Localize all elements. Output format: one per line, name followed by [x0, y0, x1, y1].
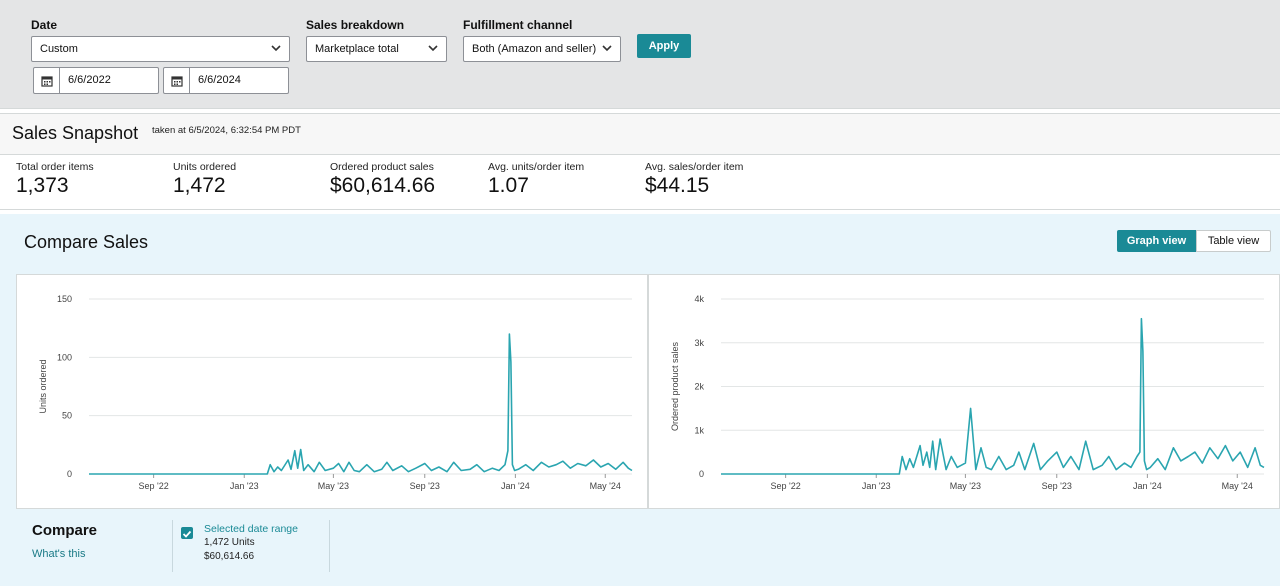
- units-ordered-chart-panel: 0 50 100 150 Sep '22 Jan '23 May '23 Sep '23 Jan…: [16, 274, 648, 509]
- sales-snapshot-header: Sales Snapshot taken at 6/5/2024, 6:32:5…: [0, 113, 1280, 155]
- y-tick-label: 100: [57, 352, 72, 362]
- units-ordered-chart: 0 50 100 150 Sep '22 Jan '23 May '23 Sep '23 Jan…: [38, 294, 633, 491]
- metric-value: 1.07: [488, 174, 529, 197]
- metric-label: Units ordered: [173, 161, 237, 173]
- y-axis-label: Units ordered: [38, 359, 48, 413]
- x-tick-label: Jan '23: [862, 481, 891, 491]
- end-date-field[interactable]: 6/6/2024: [163, 67, 289, 94]
- metric-value: $44.15: [645, 174, 710, 197]
- compare-legend-title: Compare: [32, 522, 98, 539]
- x-tick-label: Sep '22: [139, 481, 169, 491]
- graph-view-button[interactable]: Graph view: [1117, 230, 1196, 252]
- date-range-select[interactable]: Custom: [31, 36, 290, 62]
- fulfillment-channel-select[interactable]: Both (Amazon and seller): [463, 36, 621, 62]
- y-tick-label: 4k: [694, 294, 704, 304]
- x-tick-label: May '24: [1222, 481, 1253, 491]
- x-tick-label: May '24: [590, 481, 621, 491]
- x-tick-label: Jan '24: [501, 481, 530, 491]
- y-axis-label: Ordered product sales: [670, 341, 680, 431]
- metric-value: 1,373: [16, 174, 69, 197]
- fulfillment-channel-label: Fulfillment channel: [463, 18, 573, 32]
- series-line: [89, 333, 633, 475]
- legend-divider: [329, 520, 330, 572]
- compare-sales-section: Compare Sales Graph view Table view 0 50 1…: [0, 214, 1280, 586]
- x-tick-label: Sep '22: [771, 481, 801, 491]
- sales-breakdown-value: Marketplace total: [315, 43, 399, 55]
- x-tick-label: May '23: [950, 481, 981, 491]
- metric-avg-sales-per-order-item: Avg. sales/order item $44.15: [645, 161, 743, 198]
- metric-label: Ordered product sales: [330, 161, 434, 173]
- whats-this-link[interactable]: What's this: [32, 548, 86, 560]
- compare-sales-title: Compare Sales: [24, 232, 149, 252]
- chevron-down-icon: [428, 45, 438, 52]
- end-date-value: 6/6/2024: [198, 74, 241, 86]
- y-tick-label: 1k: [694, 425, 704, 435]
- y-tick-label: 0: [67, 469, 72, 479]
- selected-range-sales: $60,614.66: [204, 551, 255, 562]
- ordered-sales-chart-panel: 0 1k 2k 3k 4k Sep '22 Jan '23 May '23 Sep '23 Jan…: [648, 274, 1280, 509]
- snapshot-metrics: Total order items 1,373 Units ordered 1,…: [0, 156, 1280, 210]
- fulfillment-channel-value: Both (Amazon and seller): [472, 43, 597, 55]
- selected-range-checkbox[interactable]: [181, 527, 193, 539]
- metric-avg-units-per-order-item: Avg. units/order item 1.07: [488, 161, 584, 198]
- x-tick-label: Jan '24: [1133, 481, 1162, 491]
- calendar-icon[interactable]: [34, 68, 60, 93]
- calendar-icon[interactable]: [164, 68, 190, 93]
- sales-breakdown-label: Sales breakdown: [306, 18, 405, 32]
- start-date-value: 6/6/2022: [68, 74, 111, 86]
- metric-total-order-items: Total order items 1,373: [16, 161, 94, 198]
- chevron-down-icon: [271, 45, 281, 52]
- metric-label: Avg. sales/order item: [645, 161, 744, 173]
- date-label: Date: [31, 18, 58, 32]
- y-tick-label: 2k: [694, 382, 704, 392]
- y-tick-label: 50: [62, 411, 72, 421]
- y-tick-label: 3k: [694, 338, 704, 348]
- x-tick-label: Sep '23: [1042, 481, 1072, 491]
- metric-units-ordered: Units ordered 1,472: [173, 161, 236, 198]
- legend-divider: [172, 520, 173, 572]
- y-tick-label: 0: [699, 469, 704, 479]
- snapshot-timestamp: taken at 6/5/2024, 6:32:54 PM PDT: [152, 125, 301, 136]
- metric-value: 1,472: [173, 174, 226, 197]
- filter-bar: Date Custom 6/6/2022 6/6/2024 Sales brea…: [0, 0, 1280, 109]
- metric-ordered-product-sales: Ordered product sales $60,614.66: [330, 161, 435, 198]
- apply-button[interactable]: Apply: [637, 34, 691, 58]
- metric-value: $60,614.66: [330, 174, 436, 197]
- start-date-field[interactable]: 6/6/2022: [33, 67, 159, 94]
- date-range-value: Custom: [40, 43, 78, 55]
- chevron-down-icon: [602, 45, 612, 52]
- x-tick-label: Jan '23: [230, 481, 259, 491]
- ordered-sales-chart: 0 1k 2k 3k 4k Sep '22 Jan '23 May '23 Sep '23 Jan…: [670, 294, 1265, 491]
- sales-snapshot-title: Sales Snapshot: [12, 123, 139, 143]
- x-tick-label: May '23: [318, 481, 349, 491]
- table-view-button[interactable]: Table view: [1196, 230, 1271, 252]
- selected-range-units: 1,472 Units: [204, 537, 255, 548]
- metric-label: Total order items: [16, 161, 94, 173]
- sales-breakdown-select[interactable]: Marketplace total: [306, 36, 447, 62]
- x-tick-label: Sep '23: [410, 481, 440, 491]
- check-icon: [182, 530, 192, 538]
- y-tick-label: 150: [57, 294, 72, 304]
- selected-range-label: Selected date range: [204, 523, 298, 535]
- series-line: [721, 317, 1265, 475]
- metric-label: Avg. units/order item: [488, 161, 585, 173]
